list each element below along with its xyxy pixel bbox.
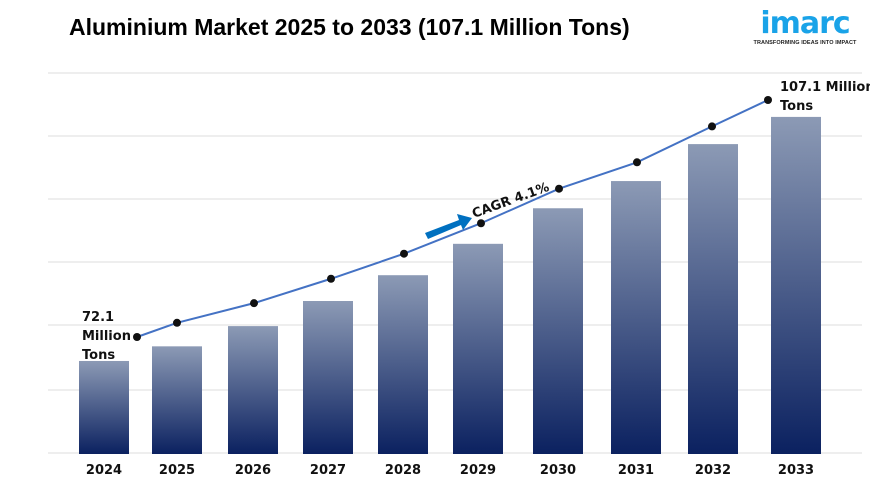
- bar-2033: [771, 116, 821, 455]
- x-tick-label: 2032: [695, 463, 731, 478]
- x-tick-label: 2026: [235, 463, 271, 478]
- start-label-line: Million: [82, 329, 131, 344]
- bar-2028: [378, 275, 428, 454]
- x-tick-label: 2025: [159, 463, 195, 478]
- cagr-arrow-icon: [425, 214, 472, 239]
- trend-point-2024: [133, 333, 141, 341]
- chart-title: Aluminium Market 2025 to 2033 (107.1 Mil…: [69, 14, 630, 40]
- x-tick-label: 2031: [618, 463, 654, 478]
- trend-point-2028: [400, 249, 408, 258]
- trend-point-2029: [477, 219, 485, 228]
- x-tick-label: 2030: [540, 463, 576, 478]
- bar-2030: [533, 208, 583, 454]
- x-tick-label: 2029: [460, 463, 496, 478]
- x-tick-label: 2028: [385, 463, 421, 478]
- bar-2026: [228, 326, 278, 454]
- trend-point-2025: [173, 318, 181, 327]
- end-label-line: Tons: [780, 99, 813, 114]
- trend-point-2030: [555, 184, 563, 193]
- trend-point-2031: [633, 158, 641, 167]
- trend-line: [136, 99, 769, 338]
- trend-point-2032: [708, 122, 716, 131]
- bar-2031: [611, 181, 661, 454]
- bar-2024: [79, 360, 129, 454]
- bar-2029: [453, 243, 503, 454]
- bar-2025: [152, 346, 202, 454]
- start-label-line: 72.1: [82, 310, 114, 325]
- start-label-line: Tons: [82, 348, 115, 363]
- bar-2032: [688, 144, 738, 454]
- logo-tagline: TRANSFORMING IDEAS INTO IMPACT: [753, 40, 857, 46]
- x-tick-label: 2033: [778, 463, 814, 478]
- x-tick-label: 2027: [310, 463, 346, 478]
- trend-point-2027: [327, 274, 335, 283]
- start-label: 72.1 Million Tons: [82, 310, 131, 363]
- x-tick-label: 2024: [86, 463, 122, 478]
- trend-point-2026: [250, 299, 258, 308]
- trend-point-2033: [764, 96, 772, 104]
- imarc-logo: imarc TRANSFORMING IDEAS INTO IMPACT: [745, 6, 865, 47]
- bar-2027: [303, 301, 353, 454]
- end-label-line: 107.1 Million: [780, 80, 870, 95]
- logo-word: imarc: [760, 6, 850, 41]
- end-label: 107.1 Million Tons: [780, 80, 870, 114]
